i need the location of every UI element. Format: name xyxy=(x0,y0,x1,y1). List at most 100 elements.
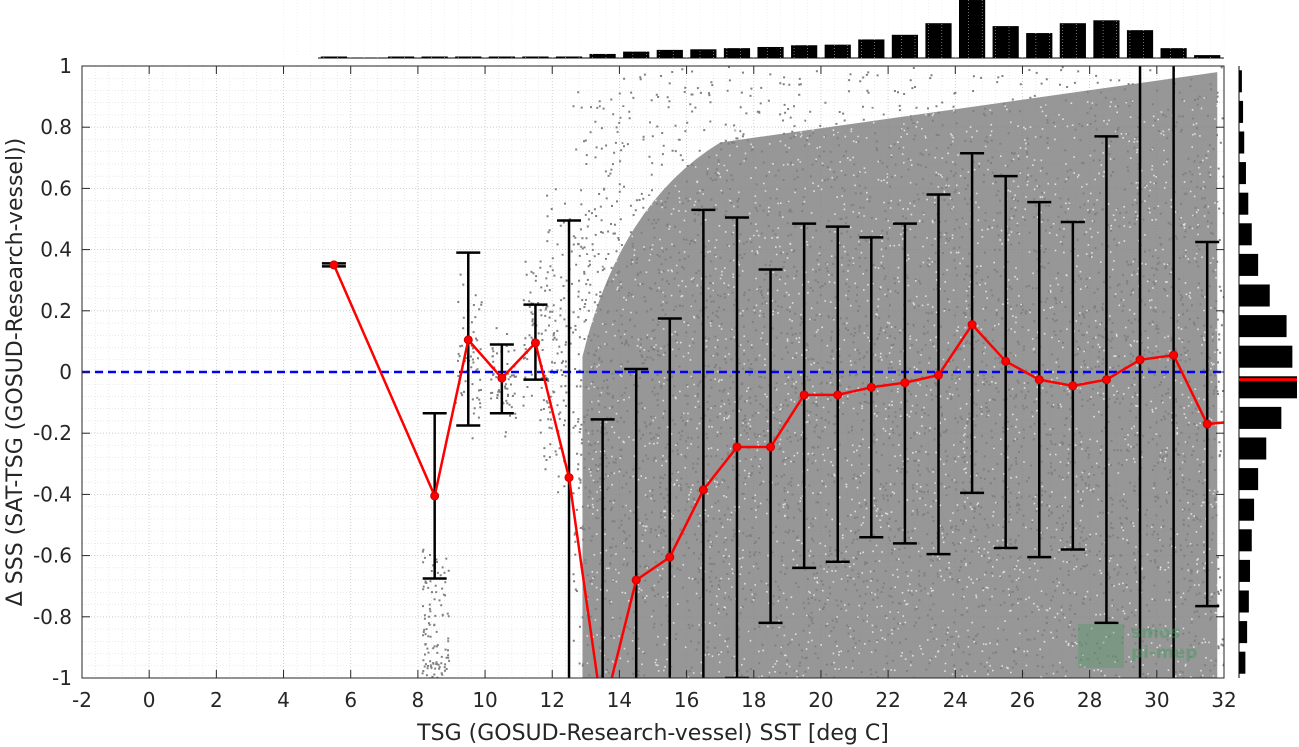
y-tick-label: -0.4 xyxy=(33,482,72,506)
right-hist-bar xyxy=(1239,406,1282,429)
errorbar xyxy=(1138,66,1142,678)
top-hist-bar xyxy=(455,56,482,58)
mean-point xyxy=(564,473,574,483)
mean-point xyxy=(631,575,641,585)
smos-pi-mep-logo: smos pi-mep xyxy=(1078,623,1197,668)
right-hist-bar xyxy=(1239,131,1245,154)
logo-line1: smos xyxy=(1131,623,1181,643)
y-tick-label: -1 xyxy=(52,666,72,690)
y-tick-label: 0.8 xyxy=(40,115,72,139)
y-tick-label: 0.4 xyxy=(40,238,72,262)
right-hist-bar xyxy=(1239,529,1252,552)
y-tick-label: 0.6 xyxy=(40,176,72,200)
scatter-texture xyxy=(585,96,1219,678)
mean-point xyxy=(1101,375,1111,385)
mean-point xyxy=(698,485,708,495)
errorbar xyxy=(657,317,682,678)
right-hist-bar xyxy=(1239,376,1297,399)
top-hist-bar xyxy=(1026,33,1053,58)
right-hist-bar xyxy=(1239,437,1267,460)
y-tick-label: 1 xyxy=(59,54,72,78)
top-hist-bar xyxy=(1126,30,1154,58)
right-hist-bar xyxy=(1239,192,1249,215)
right-hist-bar xyxy=(1239,70,1242,93)
mean-point xyxy=(665,552,675,562)
top-hist-bar xyxy=(690,49,717,58)
x-tick-labels: -2 0 2 4 6 8 10 12 14 16 18 20 22 24 26 28 30 32 xyxy=(72,688,1237,712)
mean-point xyxy=(1202,419,1212,429)
mean-point xyxy=(1135,355,1145,365)
mean-point xyxy=(430,491,440,501)
scatter-cloud xyxy=(421,66,1224,678)
top-hist-bar xyxy=(421,56,448,58)
bin-mean-line xyxy=(329,260,1224,678)
top-hist-bar xyxy=(320,56,348,58)
scatter-points xyxy=(421,66,1224,678)
x-tick-label: -2 xyxy=(72,688,92,712)
x-tick-label: 22 xyxy=(875,688,900,712)
mean-point xyxy=(900,378,910,388)
mean-point xyxy=(833,390,843,400)
mean-point xyxy=(934,370,943,380)
x-axis-label: TSG (GOSUD-Research-vessel) SST [deg C] xyxy=(416,721,889,746)
right-hist-bar xyxy=(1239,468,1259,491)
y-tick-label: 0.2 xyxy=(40,299,72,323)
top-hist-bar xyxy=(824,44,851,58)
mean-point xyxy=(329,260,339,270)
mean-point xyxy=(967,320,977,330)
top-hist-bar xyxy=(891,34,919,58)
top-hist-bar xyxy=(723,48,751,58)
mean-point xyxy=(1034,375,1044,385)
x-tick-label: 18 xyxy=(741,688,766,712)
mean-point xyxy=(766,442,776,452)
x-tick-label: 24 xyxy=(943,688,968,712)
mean-point xyxy=(1001,356,1011,366)
errorbar xyxy=(691,208,716,678)
right-hist-bar xyxy=(1239,651,1246,674)
right-hist-bar xyxy=(1239,100,1244,123)
top-hist-bar xyxy=(555,56,583,58)
x-tick-label: 16 xyxy=(674,688,699,712)
top-hist-bar xyxy=(522,56,549,58)
mean-point xyxy=(463,335,473,345)
right-hist-bar xyxy=(1239,559,1251,582)
right-hist-bar xyxy=(1239,498,1255,521)
y-tick-label: 0 xyxy=(59,360,72,384)
x-tick-label: 2 xyxy=(210,688,223,712)
errorbar xyxy=(590,418,615,678)
top-hist-bar xyxy=(992,26,1019,58)
mean-point xyxy=(799,390,809,400)
x-tick-label: 8 xyxy=(412,688,425,712)
top-hist-bar xyxy=(1059,23,1086,58)
x-tick-label: 10 xyxy=(472,688,497,712)
x-tick-label: 20 xyxy=(808,688,833,712)
mean-point xyxy=(732,442,742,452)
right-hist-bar xyxy=(1239,284,1270,307)
mean-point xyxy=(1169,350,1179,360)
top-hist-bar xyxy=(623,51,650,58)
x-tick-label: 6 xyxy=(344,688,357,712)
y-tick-label: -0.8 xyxy=(33,605,72,629)
top-hist-bar xyxy=(1093,20,1120,58)
top-hist-bar xyxy=(757,46,784,58)
top-hist-bar xyxy=(589,53,616,58)
top-histogram xyxy=(283,0,1225,59)
errorbar xyxy=(1172,66,1175,678)
right-hist-bar xyxy=(1239,315,1287,338)
right-hist-bar xyxy=(1239,621,1248,644)
right-hist-bar xyxy=(1239,223,1252,246)
top-hist-bar xyxy=(858,39,885,58)
top-hist-bar xyxy=(925,23,952,58)
right-hist-bar xyxy=(1239,162,1246,185)
top-hist-bar xyxy=(1160,48,1187,58)
mean-polyline xyxy=(332,264,1224,678)
top-hist-bar xyxy=(791,45,818,58)
x-tick-label: 32 xyxy=(1211,688,1236,712)
logo-box xyxy=(1078,624,1124,668)
y-tick-label: -0.2 xyxy=(33,421,72,445)
mean-point xyxy=(1068,381,1078,391)
top-hist-bar xyxy=(958,0,986,58)
x-tick-label: 26 xyxy=(1010,688,1035,712)
errorbar xyxy=(557,219,582,678)
mean-point xyxy=(866,382,876,392)
